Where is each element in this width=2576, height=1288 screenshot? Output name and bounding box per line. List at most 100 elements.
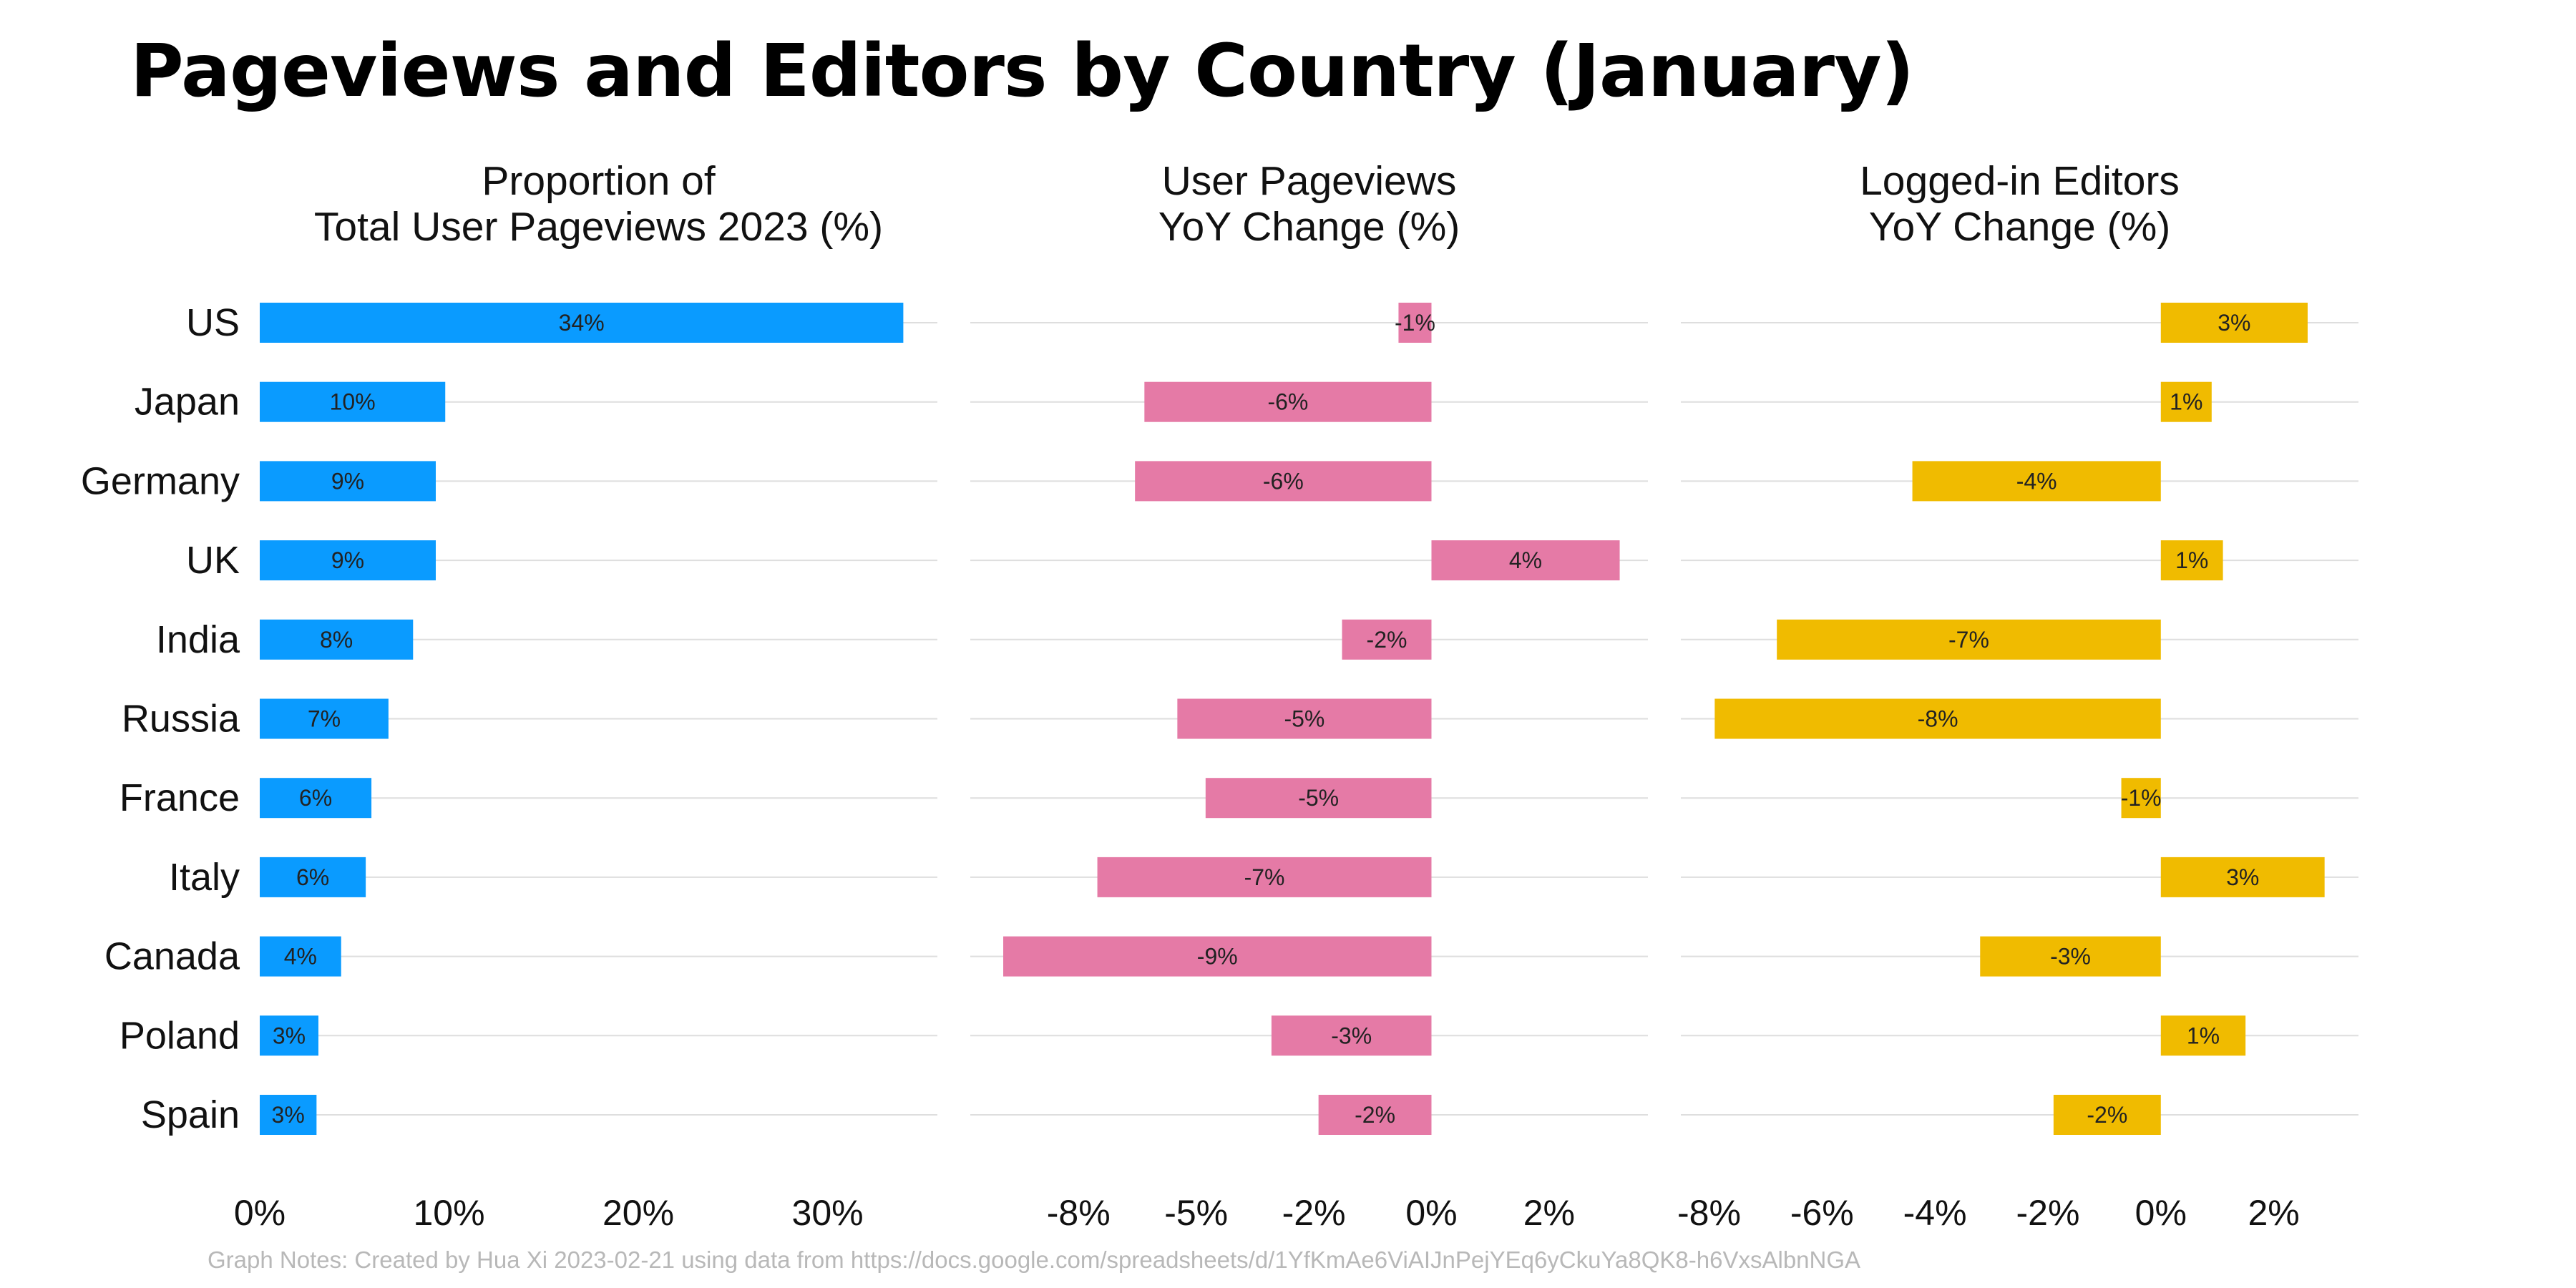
x-tick-label: 2% bbox=[2248, 1193, 2299, 1233]
bar-value-label: -1% bbox=[2121, 785, 2162, 811]
bar-germany bbox=[1912, 461, 2161, 502]
x-tick-label: 0% bbox=[1405, 1193, 1457, 1233]
bar-value-label: 9% bbox=[331, 468, 364, 494]
bar-japan bbox=[2160, 381, 2212, 422]
bar-germany bbox=[260, 461, 436, 502]
bar-france bbox=[2121, 778, 2161, 819]
bar-value-label: 1% bbox=[2170, 389, 2202, 415]
bar-value-label: 3% bbox=[2226, 864, 2259, 890]
graph-notes: Graph Notes: Created by Hua Xi 2023-02-2… bbox=[208, 1246, 1861, 1273]
bar-value-label: -6% bbox=[1267, 389, 1308, 415]
category-label-japan: Japan bbox=[135, 381, 240, 424]
bar-italy bbox=[1097, 857, 1432, 897]
x-tick-label: 0% bbox=[2135, 1193, 2187, 1233]
bar-value-label: 1% bbox=[2175, 547, 2208, 573]
category-label-uk: UK bbox=[186, 539, 240, 582]
bar-russia bbox=[1177, 698, 1432, 739]
category-label-us: US bbox=[186, 301, 240, 344]
panel-2-title-line-1: User Pageviews bbox=[1162, 158, 1457, 204]
bar-canada bbox=[260, 936, 341, 977]
panel-2-title-line-2: YoY Change (%) bbox=[1158, 204, 1460, 250]
x-tick-label: 0% bbox=[234, 1193, 286, 1233]
category-label-canada: Canada bbox=[104, 935, 240, 978]
category-label-france: France bbox=[119, 776, 240, 819]
bar-spain bbox=[1318, 1095, 1432, 1135]
bar-value-label: -7% bbox=[1244, 864, 1285, 890]
bar-poland bbox=[1271, 1015, 1432, 1056]
bar-russia bbox=[260, 698, 389, 739]
panel-3-title-line-1: Logged-in Editors bbox=[1860, 158, 2180, 204]
bar-italy bbox=[2160, 857, 2325, 897]
bar-value-label: 34% bbox=[559, 310, 605, 336]
bar-india bbox=[1342, 619, 1432, 660]
bar-france bbox=[260, 778, 372, 819]
bar-value-label: -2% bbox=[2087, 1102, 2127, 1128]
bar-value-label: 6% bbox=[299, 785, 332, 811]
bar-value-label: -5% bbox=[1298, 785, 1339, 811]
bar-value-label: -9% bbox=[1197, 944, 1238, 970]
bar-spain bbox=[260, 1095, 317, 1135]
bar-us bbox=[260, 303, 904, 343]
bar-canada bbox=[1003, 936, 1432, 977]
x-tick-label: 20% bbox=[602, 1193, 674, 1233]
bar-value-label: 9% bbox=[331, 547, 364, 573]
bar-canada bbox=[1980, 936, 2161, 977]
bar-uk bbox=[1431, 540, 1620, 581]
x-tick-label: 2% bbox=[1523, 1193, 1575, 1233]
bar-poland bbox=[2160, 1015, 2246, 1056]
category-label-italy: Italy bbox=[169, 856, 240, 899]
bar-value-label: 4% bbox=[284, 944, 317, 970]
bar-value-label: -2% bbox=[1367, 627, 1407, 653]
bar-germany bbox=[1135, 461, 1432, 502]
x-tick-label: -4% bbox=[1903, 1193, 1967, 1233]
x-tick-label: -5% bbox=[1164, 1193, 1228, 1233]
bar-value-label: 10% bbox=[330, 389, 376, 415]
bar-value-label: -6% bbox=[1263, 468, 1304, 494]
bar-value-label: 6% bbox=[296, 864, 329, 890]
bar-italy bbox=[260, 857, 366, 897]
bar-value-label: -2% bbox=[1355, 1102, 1395, 1128]
bar-value-label: 3% bbox=[273, 1023, 306, 1048]
bar-value-label: -7% bbox=[1948, 627, 1989, 653]
category-label-russia: Russia bbox=[122, 698, 240, 741]
bar-russia bbox=[1714, 698, 2161, 739]
bar-value-label: -4% bbox=[2016, 468, 2057, 494]
bar-poland bbox=[260, 1015, 319, 1056]
panel-1-title-line-2: Total User Pageviews 2023 (%) bbox=[314, 204, 883, 250]
x-tick-label: -8% bbox=[1677, 1193, 1741, 1233]
x-tick-label: 30% bbox=[792, 1193, 864, 1233]
bar-value-label: 7% bbox=[308, 706, 341, 732]
chart-title: Pageviews and Editors by Country (Januar… bbox=[130, 29, 1914, 114]
x-tick-label: -8% bbox=[1047, 1193, 1111, 1233]
bar-value-label: 4% bbox=[1509, 547, 1542, 573]
x-tick-label: -2% bbox=[2016, 1193, 2079, 1233]
bar-spain bbox=[2053, 1095, 2161, 1135]
bar-value-label: -3% bbox=[2050, 944, 2091, 970]
bar-value-label: -5% bbox=[1284, 706, 1324, 732]
category-label-poland: Poland bbox=[119, 1014, 240, 1057]
bar-uk bbox=[2160, 540, 2223, 581]
bar-india bbox=[1777, 619, 2161, 660]
bar-india bbox=[260, 619, 414, 660]
x-tick-label: -2% bbox=[1282, 1193, 1346, 1233]
category-label-spain: Spain bbox=[141, 1093, 240, 1136]
bar-value-label: 3% bbox=[272, 1102, 305, 1128]
bar-us bbox=[2160, 303, 2308, 343]
bar-france bbox=[1205, 778, 1432, 819]
category-label-germany: Germany bbox=[81, 459, 240, 502]
bar-us bbox=[1398, 303, 1432, 343]
bar-value-label: -1% bbox=[1395, 310, 1435, 336]
bar-value-label: -8% bbox=[1918, 706, 1958, 732]
bar-japan bbox=[260, 381, 446, 422]
category-label-india: India bbox=[156, 618, 240, 661]
bar-japan bbox=[1144, 381, 1432, 422]
bar-uk bbox=[260, 540, 436, 581]
panel-3-title-line-2: YoY Change (%) bbox=[1869, 204, 2170, 250]
x-tick-label: -6% bbox=[1790, 1193, 1854, 1233]
x-tick-label: 10% bbox=[413, 1193, 484, 1233]
panel-1-title-line-1: Proportion of bbox=[482, 158, 716, 204]
bar-value-label: 8% bbox=[320, 627, 353, 653]
bar-value-label: -3% bbox=[1331, 1023, 1372, 1048]
bar-value-label: 3% bbox=[2218, 310, 2250, 336]
